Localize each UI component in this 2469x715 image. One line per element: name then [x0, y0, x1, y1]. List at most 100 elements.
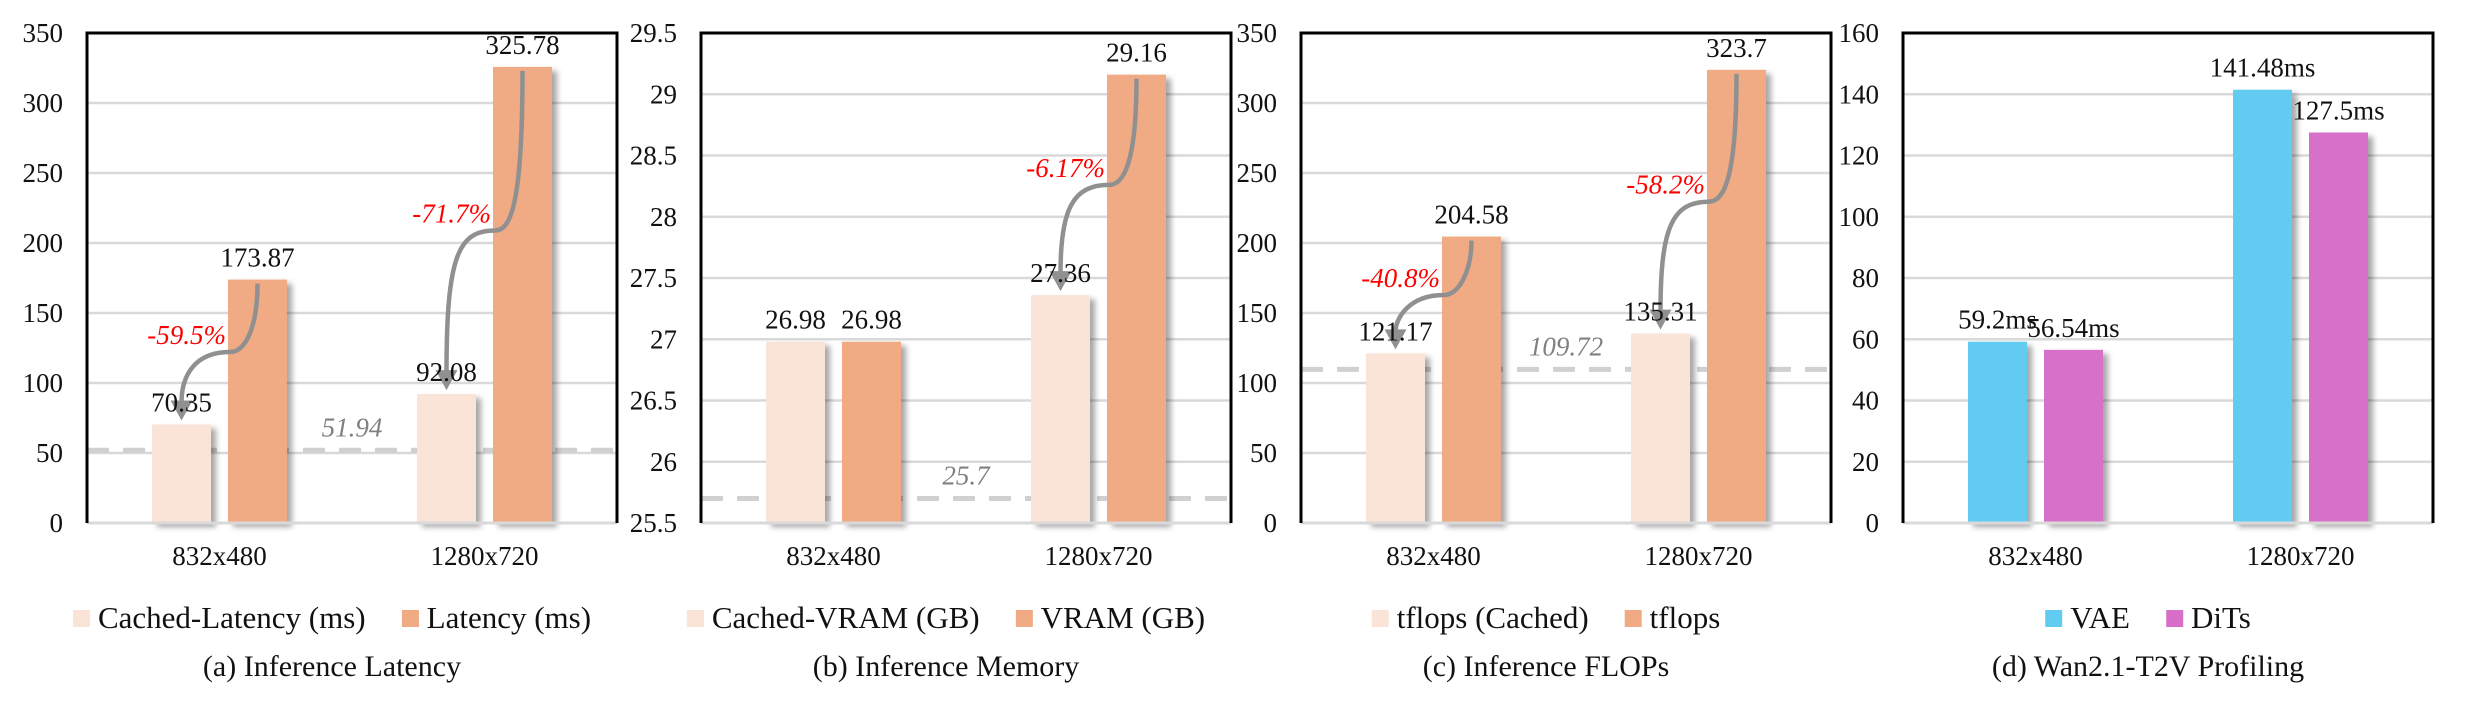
- y-tick-label: 0: [1866, 508, 1880, 538]
- legend-label: tflops: [1649, 600, 1721, 635]
- y-tick-label: 50: [36, 438, 63, 468]
- legend-label: DiTs: [2190, 600, 2251, 635]
- bar-cached-latency-ms-: [417, 394, 476, 523]
- bar-dits: [2044, 349, 2103, 523]
- reduction-arrow: [179, 283, 260, 403]
- reduction-percent: -6.17%: [1026, 153, 1105, 183]
- y-tick-label: 140: [1839, 79, 1880, 109]
- bar-value-label: 135.31: [1623, 297, 1697, 327]
- legend-item: tflops: [1624, 600, 1721, 636]
- subfigure-caption: (c) Inference FLOPs: [1422, 650, 1670, 683]
- legend: Cached-VRAM (GB) VRAM (GB): [686, 600, 1205, 636]
- bar-cached-latency-ms-: [152, 424, 211, 523]
- bar-cached-vram-gb-: [1031, 295, 1090, 523]
- y-tick-label: 160: [1839, 18, 1880, 48]
- y-tick-label: 25.5: [630, 508, 677, 538]
- y-tick-label: 150: [23, 298, 64, 328]
- bar-tflops-cached-: [1631, 333, 1690, 523]
- y-tick-label: 0: [50, 508, 64, 538]
- legend-label: Latency (ms): [426, 600, 592, 635]
- bar-value-label: 325.78: [485, 30, 559, 60]
- reduction-arrow: [1393, 240, 1474, 332]
- y-tick-label: 29.5: [630, 18, 677, 48]
- bar-value-label: 56.54ms: [2027, 313, 2119, 343]
- bar-dits: [2309, 132, 2368, 523]
- plot-frame: [699, 31, 1233, 523]
- legend-label: tflops (Cached): [1396, 600, 1589, 635]
- y-tick-label: 120: [1839, 141, 1880, 171]
- chart-panel-3: 0 20 40 60 80 100 120 140 160 832x480 1280x720 59.2…: [1839, 18, 2435, 571]
- reference-line-label: 109.72: [1529, 331, 1603, 361]
- y-tick-label: 60: [1852, 324, 1879, 354]
- plot-frame: [1299, 31, 1833, 523]
- reduction-arrow: [444, 70, 525, 373]
- bar-value-label: 92.08: [416, 357, 477, 387]
- bar-value-label: 141.48ms: [2210, 53, 2316, 83]
- legend-label: VAE: [2070, 600, 2130, 635]
- y-tick-label: 350: [23, 18, 64, 48]
- y-tick-label: 100: [1237, 368, 1278, 398]
- reduction-percent: -40.8%: [1361, 263, 1440, 293]
- arrowhead-icon: [1649, 309, 1672, 330]
- subfigure-caption: (d) Wan2.1-T2V Profiling: [1991, 650, 2305, 683]
- y-tick-label: 26: [650, 447, 677, 477]
- legend-swatch: [72, 609, 90, 627]
- subfigure-caption: (a) Inference Latency: [202, 650, 462, 683]
- legend-swatch: [2165, 609, 2183, 627]
- arrowhead-icon: [1384, 329, 1407, 350]
- legend-swatch: [2045, 609, 2063, 627]
- legend-item: Cached-VRAM (GB): [686, 600, 980, 636]
- bar-value-label: 29.16: [1106, 38, 1167, 68]
- legend-label: Cached-VRAM (GB): [711, 600, 980, 635]
- bar-vae: [2233, 89, 2292, 523]
- y-tick-label: 0: [1264, 508, 1278, 538]
- y-tick-label: 150: [1237, 298, 1278, 328]
- bar-tflops: [1707, 69, 1766, 523]
- bar-vram-gb-: [842, 341, 901, 523]
- arrowhead-icon: [170, 400, 193, 421]
- x-tick-label: 832x480: [1386, 541, 1481, 571]
- y-tick-label: 100: [23, 368, 64, 398]
- plot-frame: [1901, 31, 2435, 523]
- bar-value-label: 27.36: [1030, 258, 1091, 288]
- x-tick-label: 832x480: [172, 541, 267, 571]
- x-tick-label: 832x480: [786, 541, 881, 571]
- plot-frame: [85, 31, 619, 523]
- y-tick-label: 350: [1237, 18, 1278, 48]
- bar-tflops-cached-: [1366, 353, 1425, 523]
- bar-value-label: 70.35: [151, 388, 212, 418]
- x-tick-label: 1280x720: [1645, 541, 1753, 571]
- legend-item: VRAM (GB): [1015, 600, 1205, 636]
- chart-panel-1: 25.5 26 26.5 27 27.5 28 28.5 29 29.5 25.7 832x480 1…: [630, 18, 1233, 571]
- legend-swatch: [1371, 609, 1389, 627]
- bar-value-label: 26.98: [841, 305, 902, 335]
- y-tick-label: 250: [23, 158, 64, 188]
- y-tick-label: 28: [650, 202, 677, 232]
- y-tick-label: 200: [23, 228, 64, 258]
- legend-swatch: [401, 609, 419, 627]
- bar-value-label: 121.17: [1358, 316, 1432, 346]
- x-tick-label: 832x480: [1988, 541, 2083, 571]
- bar-value-label: 127.5ms: [2292, 96, 2384, 126]
- arrowhead-icon: [435, 370, 458, 391]
- legend-item: DiTs: [2165, 600, 2251, 636]
- subfigure-caption: (b) Inference Memory: [812, 650, 1080, 683]
- y-tick-label: 80: [1852, 263, 1879, 293]
- bar-vram-gb-: [1107, 74, 1166, 524]
- bar-latency-ms-: [228, 279, 287, 523]
- y-tick-label: 20: [1852, 447, 1879, 477]
- bar-value-label: 26.98: [765, 305, 826, 335]
- reduction-arrow: [1058, 78, 1139, 274]
- reduction-arrow: [1658, 73, 1739, 312]
- legend: VAE DiTs: [2045, 600, 2251, 636]
- bar-vae: [1968, 341, 2027, 523]
- reference-line-label: 25.7: [942, 461, 991, 491]
- legend: Cached-Latency (ms) Latency (ms): [72, 600, 592, 636]
- x-tick-label: 1280x720: [431, 541, 539, 571]
- y-tick-label: 50: [1250, 438, 1277, 468]
- reference-line-label: 51.94: [322, 412, 383, 442]
- bar-tflops: [1442, 236, 1501, 523]
- y-tick-label: 300: [23, 88, 64, 118]
- y-tick-label: 40: [1852, 386, 1879, 416]
